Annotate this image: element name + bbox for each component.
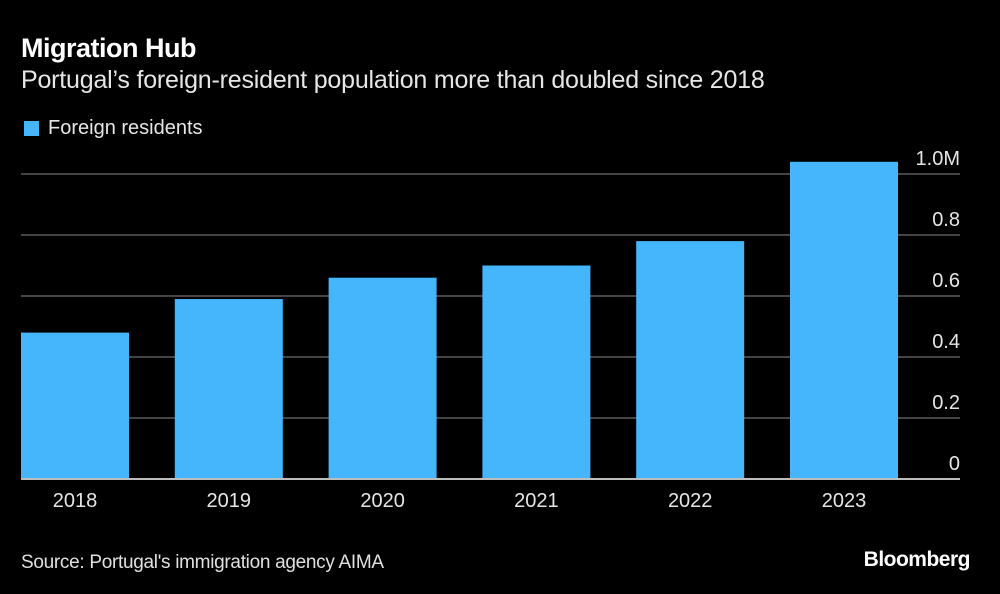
x-tick-label: 2019: [207, 490, 252, 512]
x-tick-label: 2021: [514, 490, 559, 512]
x-tick-label: 2018: [53, 490, 98, 512]
x-tick-label: 2022: [668, 490, 713, 512]
chart-subtitle: Portugal’s foreign-resident population m…: [21, 66, 765, 94]
y-tick-label: 1.0M: [916, 148, 960, 170]
y-tick-label: 0.4: [932, 331, 960, 353]
bloomberg-logo: Bloomberg: [863, 548, 971, 571]
y-tick-label: 0.6: [932, 270, 960, 292]
y-axis-labels: 0 0.2 0.4 0.6 0.8 1.0M: [916, 148, 960, 475]
legend-swatch: [24, 121, 39, 136]
legend: Foreign residents: [24, 117, 203, 140]
x-tick-label: 2023: [822, 490, 867, 512]
bars: [21, 161, 898, 480]
bar-2021: [482, 265, 591, 479]
x-axis-labels: 2018 2019 2020 2021 2022 2023: [53, 490, 867, 512]
bar-2018: [21, 332, 129, 479]
y-tick-label: 0.8: [932, 209, 960, 231]
bar-2023: [790, 161, 898, 480]
source-note: Source: Portugal's immigration agency AI…: [21, 552, 384, 573]
y-tick-label: 0.2: [932, 392, 960, 414]
bar-2020: [328, 277, 437, 479]
bar-2019: [174, 299, 283, 479]
y-tick-label: 0: [949, 453, 960, 475]
chart-title: Migration Hub: [21, 33, 196, 63]
legend-label: Foreign residents: [48, 117, 203, 139]
bar-2022: [636, 241, 745, 479]
x-tick-label: 2020: [360, 490, 405, 512]
